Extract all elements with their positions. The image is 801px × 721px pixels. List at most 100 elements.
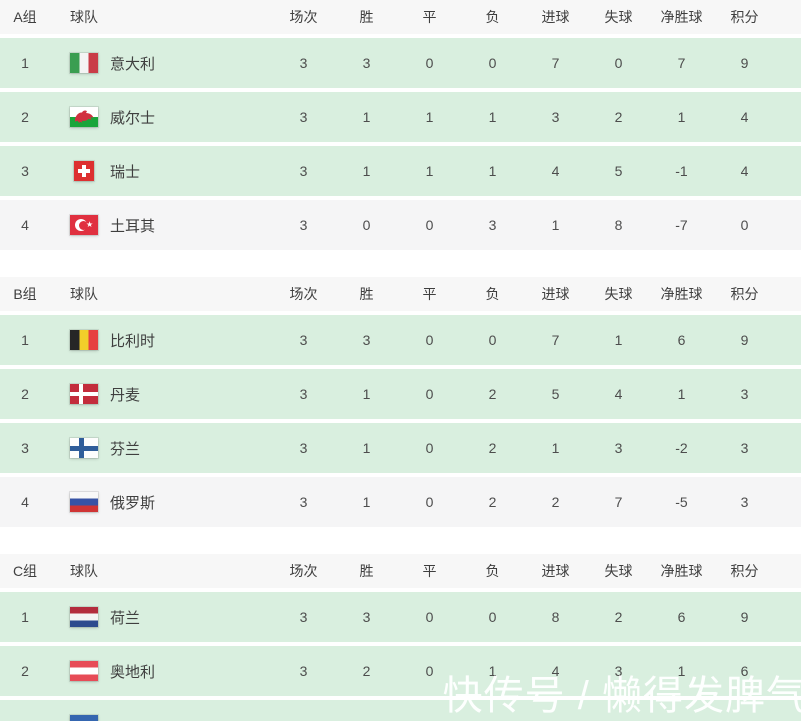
stat-cell: 0 bbox=[425, 663, 434, 679]
column-header-stat: 平 bbox=[422, 286, 437, 302]
group-header-row: A组 球队 场次 胜 平 负 进球 失球 净胜球 积分 bbox=[0, 0, 801, 34]
stat-cell: 3 bbox=[299, 663, 308, 679]
stat-cell: 1 bbox=[677, 386, 686, 402]
stat-cell: 1 bbox=[362, 386, 371, 402]
stat-cell: 0 bbox=[488, 332, 497, 348]
stat-cell: 1 bbox=[614, 332, 623, 348]
stat-cell: 3 bbox=[614, 663, 623, 679]
team-name: 奥地利 bbox=[110, 663, 156, 681]
rank-cell: 3 bbox=[21, 440, 29, 456]
group-table-a: A组 球队 场次 胜 平 负 进球 失球 净胜球 积分 1 意大利 3 3 0 … bbox=[0, 0, 801, 250]
table-row: 1 比利时 3 3 0 0 7 1 6 9 bbox=[0, 315, 801, 365]
table-row: 2 威尔士 3 1 1 1 3 2 1 4 bbox=[0, 92, 801, 142]
stat-cell: 0 bbox=[488, 609, 497, 625]
column-header-stat: 失球 bbox=[604, 286, 633, 302]
flag-ukraine-icon bbox=[70, 715, 98, 721]
flag-belgium-icon bbox=[70, 330, 98, 350]
stat-cell: 3 bbox=[362, 609, 371, 625]
stat-cell: 3 bbox=[740, 494, 749, 510]
column-header-stat: 负 bbox=[485, 286, 500, 302]
stat-cell: 0 bbox=[425, 217, 434, 233]
stat-cell: 5 bbox=[614, 163, 623, 179]
rank-cell: 1 bbox=[21, 332, 29, 348]
stat-cell: 3 bbox=[740, 386, 749, 402]
flag-netherlands-icon bbox=[70, 607, 98, 627]
stat-cell: 3 bbox=[299, 109, 308, 125]
rank-cell: 1 bbox=[21, 609, 29, 625]
table-row-partial bbox=[0, 700, 801, 721]
stat-cell: 9 bbox=[740, 332, 749, 348]
stat-cell: 3 bbox=[740, 440, 749, 456]
column-header-stat: 场次 bbox=[289, 286, 318, 302]
column-header-team: 球队 bbox=[70, 286, 98, 302]
column-header-stat: 失球 bbox=[604, 563, 633, 579]
stat-cell: 5 bbox=[551, 386, 560, 402]
stat-cell: 0 bbox=[362, 217, 371, 233]
stat-cell: 8 bbox=[614, 217, 623, 233]
column-header-stat: 积分 bbox=[730, 9, 759, 25]
stat-cell: 3 bbox=[614, 440, 623, 456]
team-name: 丹麦 bbox=[110, 386, 141, 404]
table-row: 1 意大利 3 3 0 0 7 0 7 9 bbox=[0, 38, 801, 88]
flag-italy-icon bbox=[70, 53, 98, 73]
stat-cell: 2 bbox=[488, 440, 497, 456]
stat-cell: 2 bbox=[614, 109, 623, 125]
stat-cell: 1 bbox=[362, 494, 371, 510]
stat-cell: 8 bbox=[551, 609, 560, 625]
stat-cell: 1 bbox=[425, 109, 434, 125]
flag-switzerland-icon bbox=[74, 161, 94, 181]
stat-cell: 0 bbox=[425, 440, 434, 456]
rank-cell: 3 bbox=[21, 163, 29, 179]
stat-cell: 0 bbox=[425, 332, 434, 348]
column-header-stat: 负 bbox=[485, 9, 500, 25]
group-label: A组 bbox=[13, 9, 37, 25]
star-glyph: ★ bbox=[86, 220, 94, 229]
stat-cell: 1 bbox=[488, 109, 497, 125]
stat-cell: 4 bbox=[551, 163, 560, 179]
group-label: C组 bbox=[12, 563, 38, 579]
stat-cell: 0 bbox=[425, 494, 434, 510]
flag-turkey-icon: ★ bbox=[70, 215, 98, 235]
column-header-stat: 进球 bbox=[541, 9, 570, 25]
stat-cell: 7 bbox=[551, 332, 560, 348]
column-header-stat: 胜 bbox=[359, 286, 374, 302]
stat-cell: 7 bbox=[677, 55, 686, 71]
stat-cell: 3 bbox=[299, 163, 308, 179]
rank-cell: 2 bbox=[21, 663, 29, 679]
group-header-row: B组 球队 场次 胜 平 负 进球 失球 净胜球 积分 bbox=[0, 277, 801, 311]
table-row: 3 芬兰 3 1 0 2 1 3 -2 3 bbox=[0, 423, 801, 473]
team-name: 荷兰 bbox=[110, 609, 141, 627]
stat-cell: 1 bbox=[551, 440, 560, 456]
stat-cell: 2 bbox=[551, 494, 560, 510]
stat-cell: 3 bbox=[551, 109, 560, 125]
column-header-stat: 积分 bbox=[730, 286, 759, 302]
stat-cell: -2 bbox=[675, 440, 688, 456]
stat-cell: 9 bbox=[740, 55, 749, 71]
stat-cell: 4 bbox=[740, 109, 749, 125]
stat-cell: -5 bbox=[675, 494, 688, 510]
stat-cell: 3 bbox=[299, 55, 308, 71]
stat-cell: 4 bbox=[614, 386, 623, 402]
stat-cell: 3 bbox=[488, 217, 497, 233]
watermark: 快传号 / 懒得发脾气 bbox=[442, 674, 801, 718]
table-row: 2 奥地利 3 2 0 1 4 3 1 6 bbox=[0, 646, 801, 696]
column-header-stat: 胜 bbox=[359, 563, 374, 579]
stat-cell: 3 bbox=[362, 332, 371, 348]
stat-cell: 0 bbox=[425, 609, 434, 625]
column-header-stat: 进球 bbox=[541, 286, 570, 302]
stat-cell: 1 bbox=[362, 109, 371, 125]
column-header-stat: 负 bbox=[485, 563, 500, 579]
stat-cell: 1 bbox=[488, 163, 497, 179]
table-row: 1 荷兰 3 3 0 0 8 2 6 9 bbox=[0, 592, 801, 642]
column-header-stat: 进球 bbox=[541, 563, 570, 579]
stat-cell: 2 bbox=[488, 494, 497, 510]
group-table-b: B组 球队 场次 胜 平 负 进球 失球 净胜球 积分 1 比利时 3 3 0 … bbox=[0, 277, 801, 527]
group-label: B组 bbox=[13, 286, 37, 302]
team-name: 芬兰 bbox=[110, 440, 141, 458]
table-row: 4 俄罗斯 3 1 0 2 2 7 -5 3 bbox=[0, 477, 801, 527]
stat-cell: -7 bbox=[675, 217, 688, 233]
team-name: 瑞士 bbox=[110, 163, 141, 181]
flag-austria-icon bbox=[70, 661, 98, 681]
stat-cell: 1 bbox=[362, 163, 371, 179]
